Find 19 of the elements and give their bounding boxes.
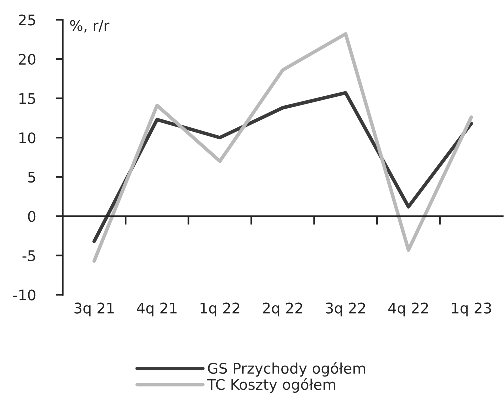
- y-tick-label: -5: [22, 250, 36, 262]
- x-tick-label: 1q 23: [452, 302, 492, 317]
- y-axis-title: %, r/r: [70, 20, 110, 33]
- y-tick-label: -10: [14, 290, 36, 301]
- x-tick-label: 4q 21: [137, 302, 177, 317]
- legend-label: TC Koszty ogółem: [207, 378, 336, 394]
- y-tick-label: 25: [19, 14, 36, 26]
- y-tick-label: 20: [19, 54, 36, 66]
- y-tick-label: 0: [28, 211, 36, 222]
- y-tick-label: 5: [28, 172, 36, 183]
- y-tick-label: 15: [20, 93, 36, 104]
- x-tick-label: 1q 22: [200, 302, 240, 317]
- legend-label: GS Przychody ogółem: [208, 362, 366, 377]
- x-tick-label: 4q 22: [388, 302, 428, 317]
- line-series: [92, 32, 474, 263]
- x-tick-label: 3q 22: [326, 302, 366, 317]
- x-tick-label: 2q 22: [263, 302, 302, 317]
- y-tick-label: 10: [20, 132, 36, 144]
- x-tick-label: 3q 21: [74, 302, 114, 317]
